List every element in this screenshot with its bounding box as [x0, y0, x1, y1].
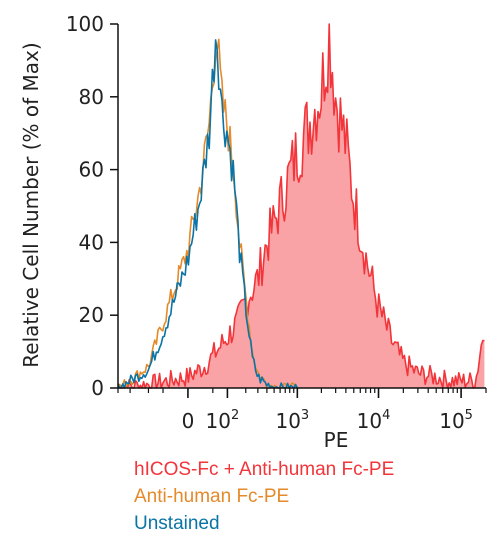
legend-item-unstained: Unstained [134, 513, 220, 534]
x-tick-label: 103 [275, 408, 309, 433]
y-tick-label: 20 [79, 303, 104, 327]
legend: hICOS-Fc + Anti-human Fc-PE Anti-human F… [134, 456, 394, 537]
series-area-0 [118, 24, 485, 388]
y-axis-label: Relative Cell Number (% of Max) [19, 42, 43, 367]
histogram-chart: 0 20 40 60 80 100 0 102 103 104 105 PE Relative Ce… [19, 12, 487, 452]
y-tick-label: 40 [79, 230, 104, 254]
y-tick-label: 80 [79, 85, 104, 109]
y-tick-label: 0 [91, 376, 104, 400]
x-tick-label: 104 [357, 408, 391, 433]
series-line-2 [117, 39, 298, 389]
series-line-0 [117, 23, 485, 389]
x-tick-label: 102 [206, 408, 240, 433]
x-tick-label: 105 [439, 408, 473, 433]
y-tick-label: 60 [79, 158, 104, 182]
legend-item-anti-human-fc-pe: Anti-human Fc-PE [134, 486, 290, 507]
y-tick-label: 100 [66, 12, 104, 36]
x-tick-label: 0 [182, 409, 195, 433]
x-axis-label: PE [324, 428, 349, 452]
legend-item-hicos: hICOS-Fc + Anti-human Fc-PE [134, 459, 395, 480]
